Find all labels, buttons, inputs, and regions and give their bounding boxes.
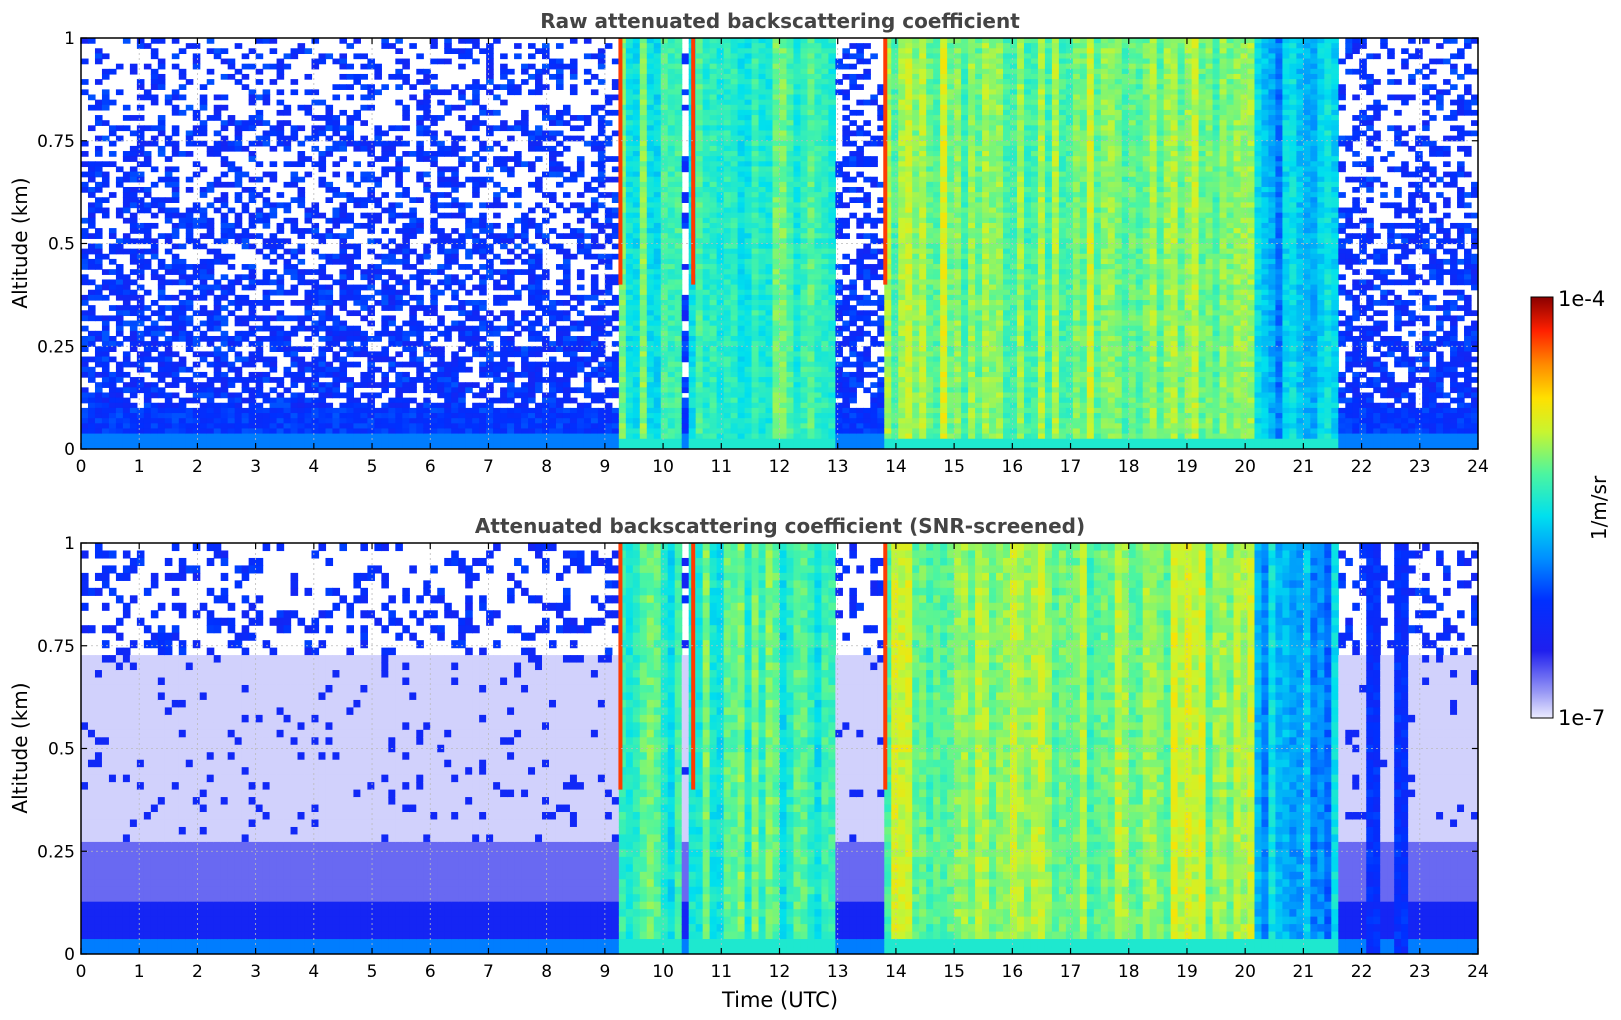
colorbar bbox=[1530, 296, 1554, 719]
y-tick-label: 0.25 bbox=[37, 337, 75, 357]
x-tick-label: 14 bbox=[885, 962, 907, 982]
x-tick-label: 24 bbox=[1467, 962, 1489, 982]
x-tick-label: 12 bbox=[769, 457, 791, 477]
y-tick-label: 0.5 bbox=[48, 740, 75, 760]
y-tick-label: 0 bbox=[64, 440, 75, 460]
x-tick-label: 23 bbox=[1409, 962, 1431, 982]
x-tick-label: 9 bbox=[599, 457, 610, 477]
x-tick-label: 21 bbox=[1293, 457, 1315, 477]
y-tick-label: 1 bbox=[64, 29, 75, 49]
y-tick-label: 0.5 bbox=[48, 235, 75, 255]
x-tick-label: 7 bbox=[483, 962, 494, 982]
panel2-y-axis-label: Altitude (km) bbox=[8, 682, 32, 813]
x-tick-label: 15 bbox=[943, 962, 965, 982]
x-tick-label: 18 bbox=[1118, 457, 1140, 477]
y-tick-label: 0.25 bbox=[37, 842, 75, 862]
x-tick-label: 8 bbox=[541, 457, 552, 477]
panel2-title: Attenuated backscattering coefficient (S… bbox=[475, 514, 1085, 538]
x-tick-label: 13 bbox=[827, 457, 849, 477]
y-tick-label: 1 bbox=[64, 534, 75, 554]
x-tick-label: 0 bbox=[76, 457, 87, 477]
x-tick-label: 21 bbox=[1293, 962, 1315, 982]
x-tick-label: 9 bbox=[599, 962, 610, 982]
x-tick-label: 20 bbox=[1234, 962, 1256, 982]
x-tick-label: 16 bbox=[1002, 962, 1024, 982]
x-tick-label: 3 bbox=[250, 962, 261, 982]
x-tick-label: 1 bbox=[134, 962, 145, 982]
panel2-x-ticks: 0 1 2 3 4 5 6 7 8 9 10 11 12 13 14 15 16 17 18 19 20 21 22 23 24 bbox=[76, 543, 1489, 982]
x-tick-label: 7 bbox=[483, 457, 494, 477]
panel1-x-ticks: 0 1 2 3 4 5 6 7 8 9 10 11 12 13 14 15 16 17 18 19 20 21 22 23 24 bbox=[76, 38, 1489, 477]
x-tick-label: 2 bbox=[192, 457, 203, 477]
colorbar-max-label: 1e-4 bbox=[1558, 287, 1605, 311]
panel1-title: Raw attenuated backscattering coefficien… bbox=[540, 9, 1020, 33]
x-tick-label: 10 bbox=[652, 457, 674, 477]
colorbar-label: 1/m/sr bbox=[1587, 475, 1611, 540]
x-tick-label: 6 bbox=[425, 962, 436, 982]
panel2-y-ticks: 0 0.25 0.5 0.75 1 bbox=[37, 534, 1478, 965]
y-tick-label: 0.75 bbox=[37, 637, 75, 657]
x-tick-label: 5 bbox=[367, 457, 378, 477]
panel1-grid bbox=[81, 37, 1478, 450]
x-tick-label: 13 bbox=[827, 962, 849, 982]
x-tick-label: 17 bbox=[1060, 457, 1082, 477]
panel1-y-ticks: 0 0.25 0.5 0.75 1 bbox=[37, 29, 1478, 460]
x-tick-label: 8 bbox=[541, 962, 552, 982]
x-tick-label: 17 bbox=[1060, 962, 1082, 982]
x-tick-label: 5 bbox=[367, 962, 378, 982]
x-tick-label: 19 bbox=[1176, 457, 1198, 477]
x-tick-label: 3 bbox=[250, 457, 261, 477]
x-tick-label: 11 bbox=[710, 962, 732, 982]
x-tick-label: 1 bbox=[134, 457, 145, 477]
x-tick-label: 22 bbox=[1351, 962, 1373, 982]
colorbar-min-label: 1e-7 bbox=[1558, 706, 1605, 730]
panel1-heatmap bbox=[81, 38, 1478, 449]
x-tick-label: 23 bbox=[1409, 457, 1431, 477]
panel1-y-axis-label: Altitude (km) bbox=[8, 177, 32, 308]
x-tick-label: 24 bbox=[1467, 457, 1489, 477]
x-tick-label: 4 bbox=[308, 962, 319, 982]
x-tick-label: 10 bbox=[652, 962, 674, 982]
x-tick-label: 12 bbox=[769, 962, 791, 982]
x-tick-label: 2 bbox=[192, 962, 203, 982]
y-tick-label: 0 bbox=[64, 945, 75, 965]
x-tick-label: 18 bbox=[1118, 962, 1140, 982]
x-tick-label: 4 bbox=[308, 457, 319, 477]
panel2-grid bbox=[81, 542, 1478, 955]
x-tick-label: 20 bbox=[1234, 457, 1256, 477]
x-tick-label: 22 bbox=[1351, 457, 1373, 477]
x-tick-label: 15 bbox=[943, 457, 965, 477]
x-tick-label: 6 bbox=[425, 457, 436, 477]
x-tick-label: 14 bbox=[885, 457, 907, 477]
panel2-x-axis-label: Time (UTC) bbox=[721, 988, 838, 1012]
x-tick-label: 0 bbox=[76, 962, 87, 982]
x-tick-label: 16 bbox=[1002, 457, 1024, 477]
x-tick-label: 11 bbox=[710, 457, 732, 477]
x-tick-label: 19 bbox=[1176, 962, 1198, 982]
y-tick-label: 0.75 bbox=[37, 132, 75, 152]
